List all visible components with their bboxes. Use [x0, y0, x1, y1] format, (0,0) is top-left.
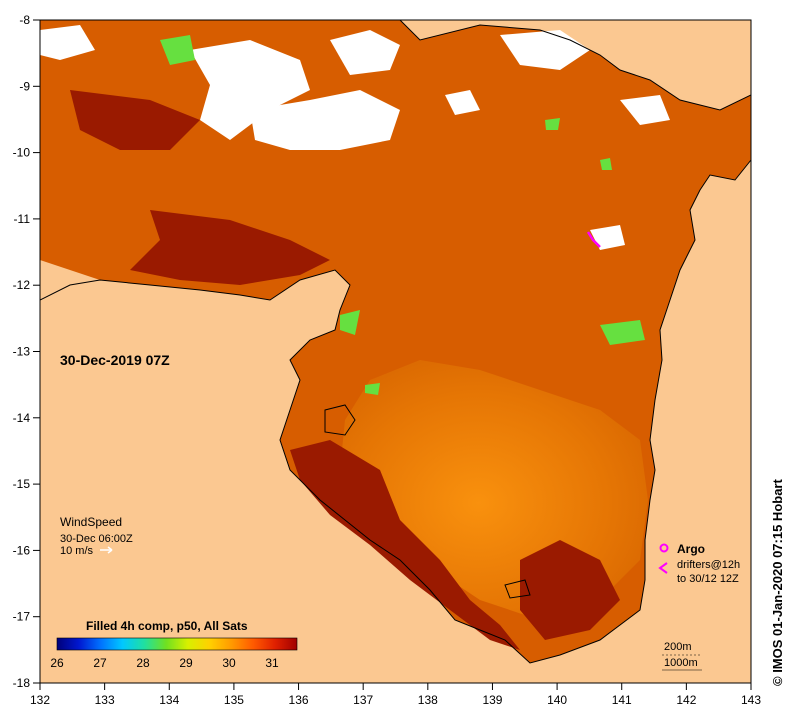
hot-sst-zone-south — [520, 540, 620, 640]
lat-tick-label: -11 — [14, 212, 31, 226]
wind-legend-scale: 10 m/s — [60, 545, 94, 557]
drifters-legend-until: to 30/12 12Z — [677, 573, 739, 585]
cape-york-land — [400, 20, 751, 110]
hot-sst-zone-west — [290, 440, 520, 650]
argo-float-icon — [659, 543, 669, 553]
depth-legend-1000m: 1000m — [664, 657, 698, 669]
colorbar-strip — [56, 637, 298, 651]
lat-tick-label: -17 — [13, 610, 31, 624]
colorbar-tick-label: 26 — [50, 656, 64, 670]
drifter-icon — [658, 562, 668, 574]
lat-tick-label: -10 — [13, 146, 31, 160]
drifters-legend-label: drifters@12h — [677, 559, 740, 571]
longitude-axis: 132 133 134 135 136 137 138 139 140 141 142 143 — [30, 683, 761, 707]
argo-drifter-track — [586, 231, 601, 248]
colorbar-tick-label: 28 — [136, 656, 150, 670]
map-plot-area — [40, 20, 751, 683]
date-label: 30-Dec-2019 07Z — [60, 352, 170, 368]
lat-tick-label: -14 — [13, 411, 31, 425]
wind-scale-arrow-icon — [100, 546, 113, 554]
lat-tick-label: -13 — [13, 345, 31, 359]
depth-legend-200m: 200m — [664, 641, 692, 653]
lon-tick-label: 134 — [159, 693, 179, 707]
hot-sst-zone-north — [70, 90, 200, 150]
lon-tick-label: 136 — [289, 693, 309, 707]
coastlines — [40, 20, 751, 664]
colorbar-tick-label: 30 — [222, 656, 236, 670]
lon-tick-label: 137 — [353, 693, 373, 707]
hot-sst-zone-arnhem — [130, 210, 330, 285]
lon-tick-label: 132 — [30, 693, 50, 707]
cloud-gaps — [40, 25, 670, 250]
lon-tick-label: 141 — [612, 693, 632, 707]
colorbar-tick-label: 29 — [179, 656, 193, 670]
colorbar-title: Filled 4h comp, p50, All Sats — [86, 619, 248, 633]
lon-tick-label: 142 — [676, 693, 696, 707]
lon-tick-label: 135 — [224, 693, 244, 707]
argo-legend-label: Argo — [677, 542, 705, 556]
lon-tick-label: 133 — [95, 693, 115, 707]
lon-tick-label: 143 — [741, 693, 761, 707]
lat-tick-label: -18 — [13, 676, 31, 690]
cool-sst-patches — [160, 35, 645, 395]
lat-tick-label: -15 — [13, 477, 31, 491]
lon-tick-label: 140 — [547, 693, 567, 707]
latitude-axis: -8 -9 -10 -11 -12 -13 -14 -15 -16 -17 -18 — [13, 13, 40, 690]
lat-tick-label: -8 — [19, 13, 30, 27]
lon-tick-label: 139 — [482, 693, 502, 707]
colorbar-tick-label: 27 — [93, 656, 107, 670]
temperature-colorbar: Filled 4h comp, p50, All Sats 26 27 28 29 30… — [50, 619, 298, 670]
lat-tick-label: -12 — [13, 278, 31, 292]
lat-tick-label: -16 — [13, 543, 31, 557]
colorbar-tick-label: 31 — [265, 656, 279, 670]
colorbar-ticks: 26 27 28 29 30 31 — [50, 656, 279, 670]
lat-tick-label: -9 — [19, 79, 30, 93]
wind-legend-title: WindSpeed — [60, 515, 122, 529]
lon-tick-label: 138 — [418, 693, 438, 707]
credit-text: © IMOS 01-Jan-2020 07:15 Hobart — [770, 479, 785, 686]
wind-legend-time: 30-Dec 06:00Z — [60, 533, 133, 545]
